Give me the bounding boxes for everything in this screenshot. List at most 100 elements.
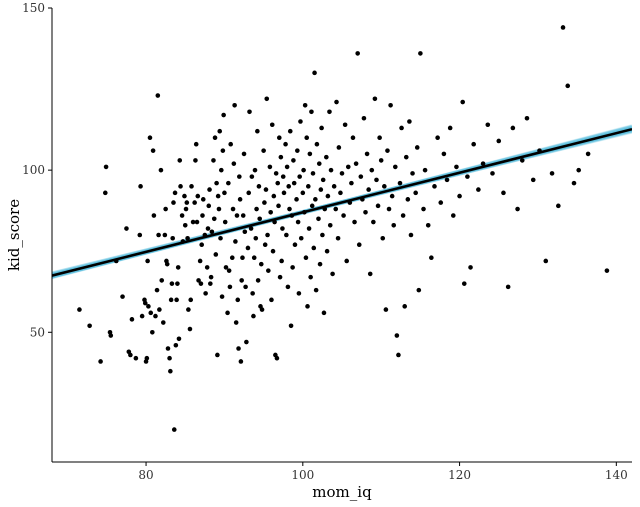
- data-point: [320, 232, 325, 238]
- data-point: [276, 135, 282, 141]
- data-point: [317, 261, 323, 267]
- data-point: [178, 184, 183, 189]
- data-point: [543, 258, 549, 264]
- data-point: [239, 278, 244, 283]
- data-point: [311, 245, 317, 251]
- data-point: [383, 307, 389, 312]
- data-point: [226, 268, 232, 273]
- data-point: [262, 242, 268, 248]
- data-point: [261, 148, 266, 153]
- data-point: [182, 193, 187, 199]
- data-point: [240, 213, 246, 218]
- data-point: [305, 184, 311, 189]
- data-point: [294, 197, 299, 202]
- data-point: [138, 184, 143, 189]
- data-point: [485, 122, 491, 128]
- data-point: [182, 222, 188, 228]
- data-point: [120, 294, 125, 299]
- data-point: [405, 197, 411, 202]
- data-point: [146, 304, 151, 309]
- data-point: [291, 180, 297, 186]
- data-point: [295, 219, 301, 225]
- data-point: [256, 184, 262, 189]
- data-point: [319, 125, 324, 131]
- data-point: [374, 177, 379, 183]
- data-point: [155, 93, 161, 98]
- data-point: [386, 206, 392, 212]
- data-point: [268, 210, 273, 215]
- data-point: [286, 184, 292, 189]
- data-point: [273, 171, 279, 176]
- data-point: [309, 203, 315, 209]
- data-point: [220, 148, 226, 153]
- y-tick-label: 100: [22, 163, 45, 177]
- data-point: [214, 180, 219, 186]
- y-tick-label: 150: [22, 1, 45, 15]
- data-point: [501, 190, 506, 196]
- data-point: [240, 255, 245, 260]
- data-point: [366, 187, 371, 192]
- x-axis-ticks: 80 100 120 140: [138, 462, 628, 482]
- data-point: [230, 206, 236, 212]
- data-point: [232, 102, 237, 108]
- data-point: [450, 213, 456, 218]
- data-point: [175, 281, 180, 286]
- data-point: [296, 291, 302, 296]
- data-point: [216, 206, 222, 212]
- data-point: [196, 278, 201, 283]
- data-point: [341, 213, 346, 218]
- data-point: [236, 346, 241, 351]
- x-axis-label: mom_iq: [312, 483, 372, 501]
- data-point: [519, 158, 525, 163]
- data-point: [154, 287, 160, 293]
- data-point: [251, 255, 257, 260]
- data-point: [217, 128, 223, 134]
- data-point: [275, 180, 281, 186]
- data-point: [313, 287, 319, 293]
- data-point: [133, 355, 139, 361]
- data-point: [108, 333, 114, 338]
- data-point: [213, 252, 219, 257]
- data-point: [247, 109, 252, 115]
- data-point: [397, 180, 403, 186]
- data-point: [218, 235, 223, 241]
- data-point: [349, 180, 354, 186]
- data-point: [388, 102, 393, 108]
- fit-line-layer: [52, 127, 632, 277]
- y-axis-ticks: 50 100 150: [22, 1, 52, 339]
- data-point: [378, 158, 384, 163]
- data-point: [331, 184, 337, 189]
- data-point: [313, 197, 318, 202]
- data-point: [399, 125, 404, 131]
- data-point: [226, 180, 231, 186]
- fit-line: [52, 127, 632, 277]
- data-point: [211, 216, 217, 222]
- data-point: [185, 235, 190, 241]
- data-point: [530, 177, 536, 183]
- data-point: [87, 323, 92, 329]
- data-point: [410, 171, 415, 176]
- data-point: [524, 115, 530, 121]
- data-point: [270, 248, 276, 254]
- data-point: [490, 171, 495, 176]
- data-point: [432, 184, 437, 189]
- data-point: [344, 258, 350, 264]
- data-point: [350, 135, 356, 141]
- data-point: [231, 161, 237, 166]
- data-point: [246, 190, 252, 196]
- data-point: [151, 213, 157, 218]
- data-point: [229, 255, 235, 260]
- data-point: [188, 297, 194, 303]
- data-point: [251, 313, 256, 319]
- data-point: [263, 187, 269, 192]
- data-point: [372, 96, 378, 102]
- data-point: [288, 323, 294, 329]
- data-point: [314, 141, 320, 147]
- data-point: [418, 51, 423, 56]
- data-point: [147, 135, 153, 141]
- data-point: [172, 190, 178, 196]
- data-point: [103, 164, 109, 170]
- data-point: [173, 342, 179, 348]
- data-point: [238, 359, 244, 364]
